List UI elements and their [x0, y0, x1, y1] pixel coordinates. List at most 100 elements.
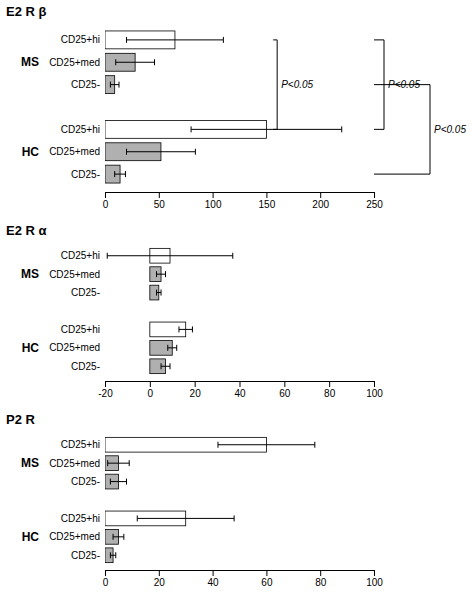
- x-tick-label: 80: [315, 577, 327, 588]
- annotation: P<0.05: [281, 79, 313, 90]
- error-bar-cap: [126, 479, 127, 485]
- x-tick-mark: [159, 192, 160, 198]
- error-bar-cap: [161, 290, 162, 296]
- bracket-tick: [374, 174, 430, 175]
- x-tick-mark: [213, 192, 214, 198]
- error-bar-line: [179, 329, 192, 330]
- error-bar: [116, 59, 155, 65]
- x-tick: 100: [205, 192, 222, 210]
- x-tick: 100: [366, 570, 383, 588]
- x-tick: 20: [190, 381, 202, 399]
- error-bar-cap: [170, 363, 171, 369]
- x-tick-mark: [105, 381, 106, 387]
- error-bar-cap: [110, 479, 111, 485]
- error-bar-cap: [161, 363, 162, 369]
- category-label: CD25+hi: [61, 250, 100, 261]
- panel: 050100150200250CD25+hiCD25+medCD25-MSCD2…: [21, 31, 466, 210]
- error-bar: [110, 552, 115, 558]
- error-bar: [107, 253, 233, 259]
- chart-container: 050100150200250CD25+hiCD25+medCD25-MSCD2…: [0, 0, 474, 603]
- error-bar-cap: [154, 59, 155, 65]
- x-tick-mark: [374, 381, 375, 387]
- error-bar-cap: [107, 253, 108, 259]
- error-bar-cap: [232, 253, 233, 259]
- x-tick: 60: [261, 570, 273, 588]
- category-label: CD25+med: [49, 269, 100, 280]
- plot-area: [105, 437, 315, 562]
- error-bar-cap: [126, 37, 127, 43]
- error-bar-cap: [176, 345, 177, 351]
- category-label: CD25+hi: [61, 324, 100, 335]
- x-tick-label: -20: [98, 388, 113, 399]
- x-tick: 0: [148, 381, 154, 399]
- panel: 020406080100CD25+hiCD25+medCD25-MSCD25+h…: [21, 437, 383, 588]
- x-tick: 80: [324, 381, 336, 399]
- x-tick-mark: [240, 381, 241, 387]
- x-tick-label: 100: [366, 577, 383, 588]
- error-bar-line: [110, 84, 119, 85]
- error-bar: [115, 171, 126, 177]
- x-tick: 0: [103, 570, 109, 588]
- error-bar-cap: [191, 126, 192, 132]
- x-axis: 050100150200250: [103, 192, 384, 210]
- error-bar: [110, 479, 126, 485]
- error-bar-cap: [178, 326, 179, 332]
- error-bar: [157, 271, 166, 277]
- category-label: CD25-: [71, 550, 100, 561]
- x-tick-label: 100: [366, 388, 383, 399]
- error-bar: [191, 126, 342, 132]
- figure: 050100150200250CD25+hiCD25+medCD25-MSCD2…: [0, 0, 474, 603]
- bracket-tick: [374, 39, 384, 40]
- category-label: CD25+med: [49, 57, 100, 68]
- x-axis-line: [106, 382, 375, 388]
- error-bar-line: [116, 62, 155, 63]
- error-bar-cap: [192, 326, 193, 332]
- error-bar-line: [113, 536, 124, 537]
- category-label: CD25+hi: [61, 513, 100, 524]
- error-bar-cap: [125, 171, 126, 177]
- error-bar: [168, 345, 177, 351]
- error-bar: [127, 37, 224, 43]
- group-label: MS: [21, 267, 39, 281]
- panel: -20020406080100CD25+hiCD25+medCD25-MSCD2…: [21, 248, 383, 399]
- x-tick-mark: [329, 381, 330, 387]
- category-label: CD25-: [71, 169, 100, 180]
- error-bar-cap: [123, 534, 124, 540]
- category-label: CD25+med: [49, 531, 100, 542]
- x-tick-mark: [150, 381, 151, 387]
- x-tick-mark: [374, 192, 375, 198]
- error-bar-cap: [223, 37, 224, 43]
- x-tick-mark: [320, 570, 321, 576]
- x-tick: -20: [98, 381, 113, 399]
- x-tick-label: 20: [190, 388, 202, 399]
- error-bar-cap: [137, 515, 138, 521]
- x-tick-mark: [195, 381, 196, 387]
- error-bar-line: [157, 274, 166, 275]
- error-bar-cap: [217, 442, 218, 448]
- error-bar-cap: [110, 82, 111, 88]
- panel-title: E2 R α: [6, 223, 47, 238]
- error-bar-line: [115, 174, 126, 175]
- group-label: MS: [21, 456, 39, 470]
- error-bar-cap: [114, 171, 115, 177]
- error-bar-cap: [115, 552, 116, 558]
- x-axis-line: [106, 571, 375, 577]
- x-tick-label: 200: [312, 199, 329, 210]
- error-bar: [113, 534, 124, 540]
- error-bar-line: [127, 39, 224, 40]
- error-bar-line: [137, 518, 234, 519]
- x-tick-mark: [105, 570, 106, 576]
- x-tick-mark: [266, 192, 267, 198]
- x-tick: 40: [234, 381, 246, 399]
- x-tick: 60: [279, 381, 291, 399]
- bracket-tick: [273, 39, 277, 40]
- x-tick: 0: [103, 192, 109, 210]
- x-tick: 40: [208, 570, 220, 588]
- error-bar-cap: [129, 460, 130, 466]
- category-label: CD25+hi: [61, 124, 100, 135]
- x-tick-mark: [213, 570, 214, 576]
- error-bar-line: [161, 366, 170, 367]
- bracket-tick: [374, 84, 430, 85]
- category-label: CD25+hi: [61, 439, 100, 450]
- error-bar: [110, 82, 119, 88]
